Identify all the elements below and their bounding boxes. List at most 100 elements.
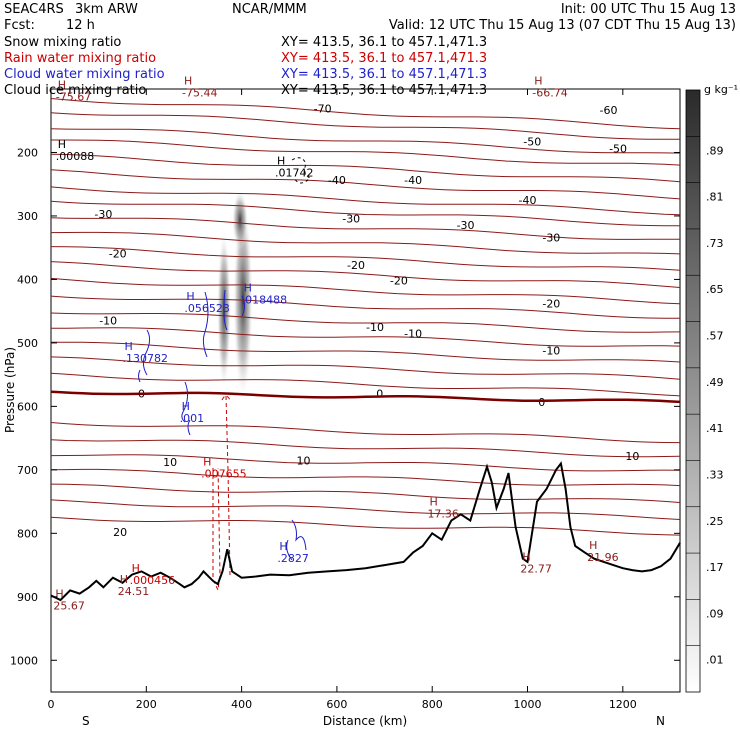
- y-tick-label: 700: [17, 464, 38, 477]
- isotherm-label: -30: [542, 232, 560, 245]
- x-tick-label: 0: [48, 698, 55, 711]
- maximum-value: .01742: [275, 167, 314, 180]
- maximum-marker: H: [429, 495, 437, 508]
- maximum-value: .056523: [184, 302, 230, 315]
- valid-time: Valid: 12 UTC Thu 15 Aug 13 (07 CDT Thu …: [389, 18, 736, 33]
- isotherm-line: [50, 246, 681, 271]
- colorbar-level-label: .41: [706, 422, 724, 435]
- maximum-marker: H: [186, 290, 194, 303]
- isotherm-label: -40: [328, 174, 346, 187]
- isotherm-label: -10: [99, 315, 117, 328]
- isotherm-line: [50, 261, 681, 288]
- y-tick-label: 800: [17, 527, 38, 540]
- y-tick-label: 600: [17, 400, 38, 413]
- isotherm-label: 20: [113, 526, 127, 539]
- isotherm-label: -30: [457, 219, 475, 232]
- maximum-marker: H: [277, 155, 285, 168]
- x-tick-label: 800: [422, 698, 443, 711]
- colorbar-level-label: .01: [706, 654, 724, 667]
- maximum-value: 21.96: [587, 551, 619, 564]
- isotherm-line: [50, 516, 681, 536]
- isotherm-label: -10: [542, 345, 560, 358]
- maximum-marker: H: [534, 75, 542, 88]
- maxima-labels: H.00088H-75.67H-75.44H-66.74H.01742H.056…: [53, 75, 618, 613]
- forecast-hour: 12 h: [66, 18, 95, 33]
- isotherm-label: -20: [390, 275, 408, 288]
- isotherm-line: [50, 422, 681, 444]
- forecast-label: Fcst:: [4, 18, 35, 33]
- isotherm-label: -30: [94, 208, 112, 221]
- maximum-value: -66.74: [532, 87, 567, 100]
- maximum-value: .2827: [277, 552, 309, 565]
- maximum-marker: H: [589, 539, 597, 552]
- colorbar-level-label: .73: [706, 237, 724, 250]
- isotherm-line: [50, 169, 681, 200]
- field-name: Cloud ice mixing ratio: [4, 83, 146, 98]
- x-axis-label: Distance (km): [323, 714, 407, 728]
- direction-south: S: [82, 714, 90, 728]
- colorbar-unit: g kg⁻¹: [704, 83, 738, 96]
- maximum-value: .007655: [201, 467, 247, 480]
- colorbar-level-label: .65: [706, 283, 724, 296]
- isotherm-line: [50, 483, 681, 503]
- isotherm-line: [50, 327, 681, 347]
- x-tick-label: 600: [326, 698, 347, 711]
- maximum-value: .001: [180, 412, 205, 425]
- temperature-contours: -70 -60 -50 -50 -40 -40 -40 -30 -30 -30 -30 -20 -20 -…: [50, 98, 681, 539]
- maximum-marker: H: [124, 340, 132, 353]
- isotherm-label: -10: [366, 321, 384, 334]
- field-name: Cloud water mixing ratio: [4, 67, 165, 82]
- colorbar-level-label: .33: [706, 468, 724, 481]
- isotherm-label: -10: [404, 327, 422, 340]
- colorbar-level-label: .81: [706, 191, 724, 204]
- isotherm-line: [50, 372, 681, 397]
- cloud-ice-contours: [291, 157, 311, 184]
- isotherm-line: [50, 186, 681, 216]
- colorbar-level-label: .09: [706, 607, 724, 620]
- maximum-value: 25.67: [53, 599, 85, 612]
- y-tick-label: 1000: [10, 654, 38, 667]
- field-name: Rain water mixing ratio: [4, 51, 156, 66]
- isotherm-line: [50, 356, 681, 380]
- isotherm-line: [50, 499, 681, 520]
- isotherm-line: [50, 277, 681, 305]
- maximum-marker: H: [522, 551, 530, 564]
- plot-frame: [50, 88, 681, 693]
- isotherm-label: 0: [538, 396, 545, 409]
- maximum-marker: H: [58, 138, 66, 151]
- colorbar: g kg⁻¹ .01 .09 .17 .25 .33 .41 .49 .57 .65 .73 .81…: [685, 83, 738, 693]
- y-tick-label: 400: [17, 273, 38, 286]
- direction-north: N: [656, 714, 665, 728]
- maximum-value: -75.67: [56, 90, 91, 103]
- rain-water-contours: [212, 395, 231, 592]
- maximum-marker: H: [132, 562, 140, 575]
- maximum-value: 24.51: [118, 585, 150, 598]
- isotherm-line: [50, 98, 681, 130]
- x-tick-label: 1200: [609, 698, 637, 711]
- isotherm-label: -60: [600, 104, 618, 117]
- isotherm-line: [50, 112, 680, 140]
- colorbar-scale: [685, 89, 701, 693]
- field-xy: XY= 413.5, 36.1 to 457.1,471.3: [281, 83, 487, 98]
- model-name: SEAC4RS: [4, 2, 64, 17]
- x-tick-label: 1000: [514, 698, 542, 711]
- field-xy: XY= 413.5, 36.1 to 457.1,471.3: [281, 35, 487, 50]
- isotherm-line: [50, 231, 681, 255]
- isotherm-line: [50, 295, 680, 319]
- maximum-marker: H: [203, 455, 211, 468]
- field-xy: XY= 413.5, 36.1 to 457.1,471.3: [281, 67, 487, 82]
- x-axis: 0 200 400 600 800 1000 1200: [48, 89, 637, 711]
- y-tick-label: 900: [17, 591, 38, 604]
- field-legend: Snow mixing ratio XY= 413.5, 36.1 to 457.…: [4, 35, 487, 98]
- maximum-marker: H: [120, 573, 128, 586]
- cloud-water-contours: [138, 289, 307, 561]
- isotherm-label: -70: [314, 103, 332, 116]
- y-tick-label: 300: [17, 210, 38, 223]
- isotherm-line: [50, 312, 681, 333]
- terrain-line: [50, 461, 681, 602]
- colorbar-level-label: .89: [706, 144, 724, 157]
- isotherm-label: -30: [342, 212, 360, 225]
- field-name: Snow mixing ratio: [4, 35, 121, 50]
- isotherm-label: -40: [404, 174, 422, 187]
